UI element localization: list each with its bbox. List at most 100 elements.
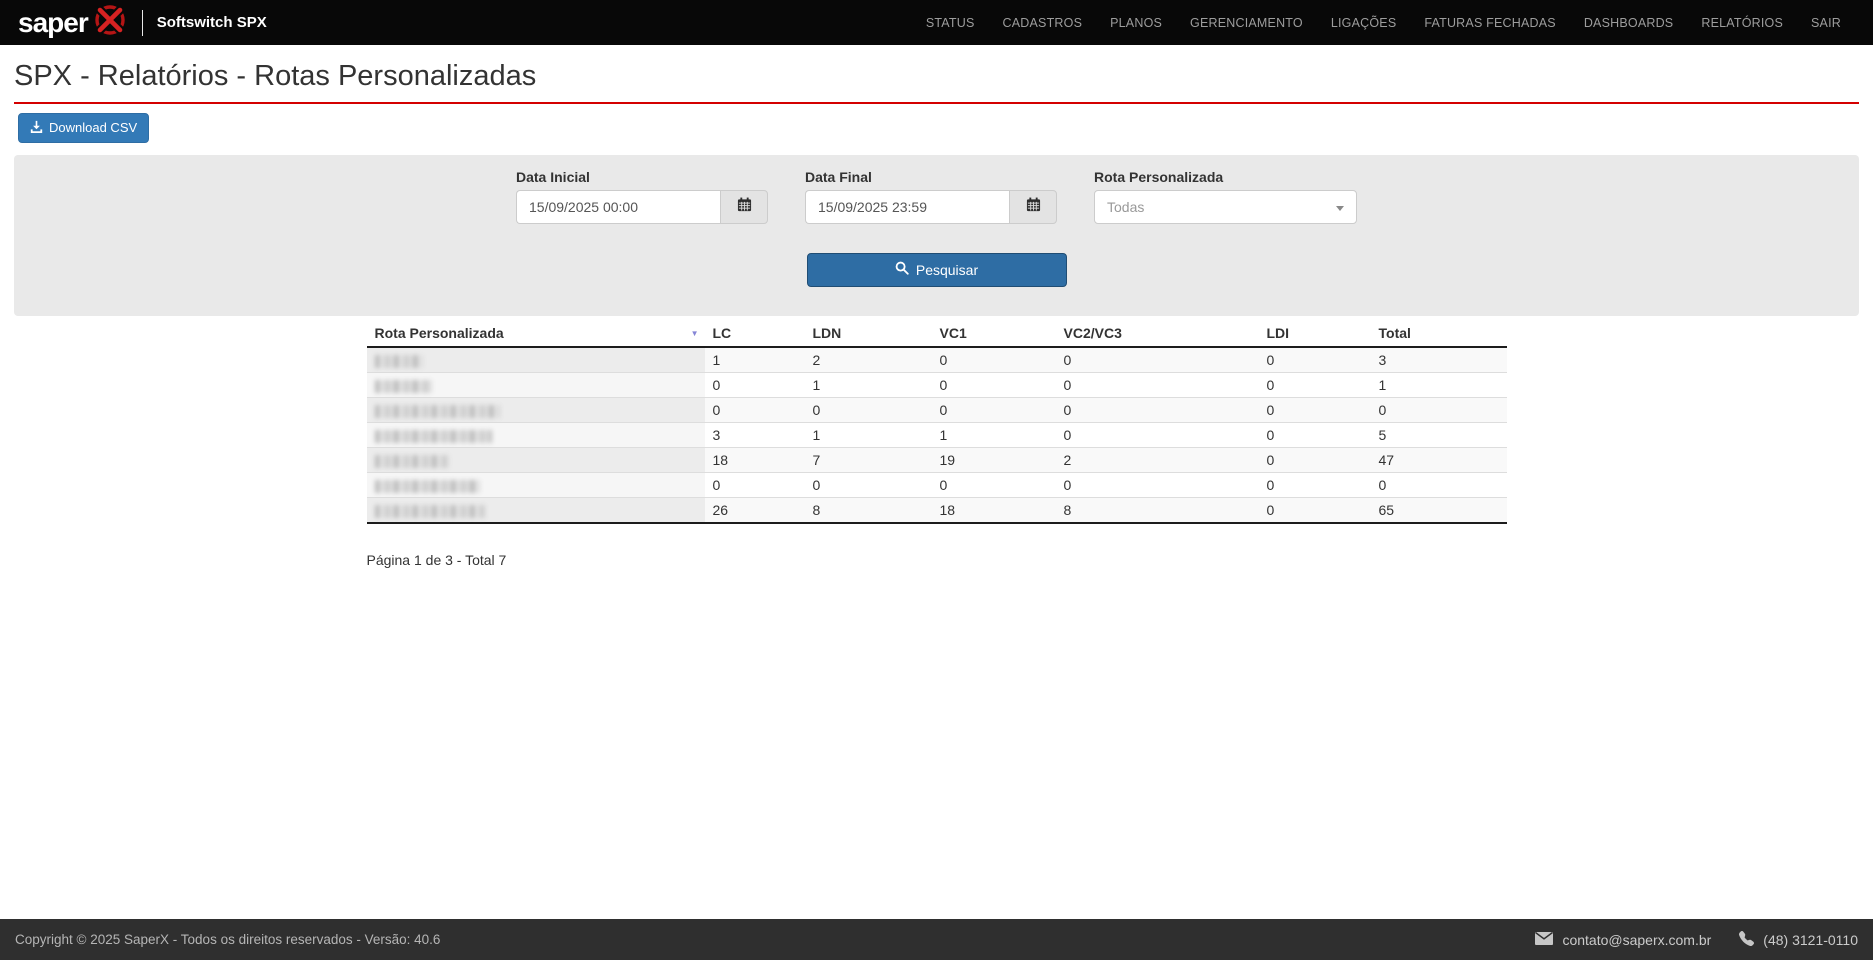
table-cell: 0 bbox=[1258, 496, 1371, 524]
nav-item-faturas-fechadas[interactable]: FATURAS FECHADAS bbox=[1424, 15, 1556, 30]
nav-item-sair[interactable]: SAIR bbox=[1811, 15, 1841, 30]
column-header-ldi[interactable]: LDI bbox=[1258, 323, 1371, 348]
table-cell: 0 bbox=[931, 371, 1056, 398]
data-inicial-calendar-button[interactable] bbox=[720, 189, 768, 224]
route-name-cell bbox=[366, 496, 705, 524]
field-data-final: Data Final bbox=[805, 169, 1057, 224]
redacted-route-name bbox=[374, 479, 480, 493]
table-cell: 0 bbox=[704, 371, 805, 398]
route-name-cell bbox=[366, 396, 705, 423]
redacted-route-name bbox=[374, 379, 432, 393]
table-header-row: Rota Personalizada ▼ LC LDN VC1 VC2/VC3 … bbox=[366, 323, 1507, 348]
pagination-info: Página 1 de 3 - Total 7 bbox=[366, 551, 507, 568]
main-content: SPX - Relatórios - Rotas Personalizadas … bbox=[0, 45, 1873, 919]
table-cell: 7 bbox=[804, 446, 932, 473]
table-cell: 0 bbox=[1055, 471, 1259, 498]
download-csv-button[interactable]: Download CSV bbox=[18, 112, 150, 143]
table-cell: 0 bbox=[931, 471, 1056, 498]
phone-icon bbox=[1739, 930, 1755, 949]
redacted-route-name bbox=[374, 429, 492, 443]
toolbar: Download CSV bbox=[18, 112, 1859, 143]
route-name-cell bbox=[366, 446, 705, 473]
table-cell: 0 bbox=[1055, 396, 1259, 423]
column-header-ldn[interactable]: LDN bbox=[804, 323, 932, 348]
column-header-vc2-vc3[interactable]: VC2/VC3 bbox=[1055, 323, 1259, 348]
nav-menu: STATUS CADASTROS PLANOS GERENCIAMENTO LI… bbox=[912, 16, 1855, 30]
table-cell: 0 bbox=[704, 396, 805, 423]
download-csv-label: Download CSV bbox=[49, 120, 138, 136]
sort-descending-icon: ▼ bbox=[690, 328, 699, 338]
route-name-cell bbox=[366, 471, 705, 498]
nav-item-ligacoes[interactable]: LIGAÇÕES bbox=[1330, 15, 1397, 30]
redacted-route-name bbox=[374, 354, 423, 368]
column-header-total[interactable]: Total bbox=[1370, 323, 1507, 348]
table-cell: 0 bbox=[1258, 471, 1371, 498]
table-cell: 0 bbox=[1258, 396, 1371, 423]
table-cell: 0 bbox=[1055, 421, 1259, 448]
table-row: 18 7 19 2 0 47 bbox=[366, 446, 1507, 473]
footer-contacts: contato@saperx.com.br (48) 3121-0110 bbox=[1535, 930, 1858, 949]
footer-email: contato@saperx.com.br bbox=[1535, 931, 1712, 948]
table-cell: 0 bbox=[931, 396, 1056, 423]
data-final-input[interactable] bbox=[805, 189, 1009, 224]
column-header-lc[interactable]: LC bbox=[704, 323, 805, 348]
data-inicial-input[interactable] bbox=[516, 189, 720, 224]
brand-logo[interactable]: saper Softswitch SPX bbox=[18, 1, 267, 44]
footer-email-link[interactable]: contato@saperx.com.br bbox=[1562, 931, 1712, 948]
filter-panel: Data Inicial bbox=[14, 154, 1859, 316]
table-cell: 26 bbox=[704, 496, 805, 524]
route-name-cell bbox=[366, 346, 705, 373]
redacted-route-name bbox=[374, 504, 485, 518]
footer-phone-number: (48) 3121-0110 bbox=[1763, 931, 1858, 948]
table-cell: 8 bbox=[1055, 496, 1259, 524]
pesquisar-label: Pesquisar bbox=[915, 261, 979, 278]
field-rota-personalizada: Rota Personalizada Todas bbox=[1094, 169, 1357, 224]
table-cell: 0 bbox=[1370, 396, 1507, 423]
table-cell: 18 bbox=[704, 446, 805, 473]
redacted-route-name bbox=[374, 454, 449, 468]
footer-phone: (48) 3121-0110 bbox=[1739, 930, 1858, 949]
footer: Copyright © 2025 SaperX - Todos os direi… bbox=[0, 919, 1873, 960]
nav-item-status[interactable]: STATUS bbox=[925, 15, 975, 30]
app-subtitle: Softswitch SPX bbox=[156, 14, 267, 31]
brand-name: saper bbox=[18, 6, 89, 38]
column-header-vc1[interactable]: VC1 bbox=[931, 323, 1056, 348]
data-final-calendar-button[interactable] bbox=[1009, 189, 1057, 224]
report-table: Rota Personalizada ▼ LC LDN VC1 VC2/VC3 … bbox=[366, 323, 1507, 524]
nav-item-planos[interactable]: PLANOS bbox=[1110, 15, 1163, 30]
table-cell: 0 bbox=[1258, 371, 1371, 398]
calendar-icon bbox=[1026, 197, 1041, 217]
table-cell: 0 bbox=[1258, 421, 1371, 448]
rota-personalizada-label: Rota Personalizada bbox=[1094, 168, 1224, 185]
column-header-rota-personalizada[interactable]: Rota Personalizada ▼ bbox=[366, 323, 705, 348]
table-row: 26 8 18 8 0 65 bbox=[366, 496, 1507, 524]
rota-personalizada-select[interactable]: Todas bbox=[1094, 189, 1357, 224]
search-icon bbox=[895, 261, 909, 278]
envelope-icon bbox=[1535, 931, 1554, 948]
route-name-cell bbox=[366, 371, 705, 398]
table-cell: 0 bbox=[1258, 446, 1371, 473]
table-cell: 18 bbox=[931, 496, 1056, 524]
nav-item-dashboards[interactable]: DASHBOARDS bbox=[1583, 15, 1674, 30]
table-cell: 0 bbox=[1055, 346, 1259, 373]
table-cell: 5 bbox=[1370, 421, 1507, 448]
field-data-inicial: Data Inicial bbox=[516, 169, 768, 224]
table-cell: 0 bbox=[1370, 471, 1507, 498]
nav-item-cadastros[interactable]: CADASTROS bbox=[1002, 15, 1083, 30]
data-final-label: Data Final bbox=[805, 168, 872, 185]
nav-item-gerenciamento[interactable]: GERENCIAMENTO bbox=[1190, 15, 1303, 30]
pesquisar-button[interactable]: Pesquisar bbox=[806, 252, 1067, 287]
saperx-x-logo-icon bbox=[90, 1, 130, 44]
table-cell: 0 bbox=[704, 471, 805, 498]
table-cell: 0 bbox=[1258, 346, 1371, 373]
table-cell: 1 bbox=[1370, 371, 1507, 398]
table-cell: 1 bbox=[804, 421, 932, 448]
table-body: 1 2 0 0 0 3 0 1 0 0 0 1 0 0 0 0 0 0 3 1 1 0 0 5 18 7 19 2 0 47 0 0 0 0 0 0 2… bbox=[366, 346, 1507, 524]
nav-item-relatorios[interactable]: RELATÓRIOS bbox=[1701, 15, 1784, 30]
table-cell: 0 bbox=[804, 396, 932, 423]
download-icon bbox=[30, 120, 43, 136]
